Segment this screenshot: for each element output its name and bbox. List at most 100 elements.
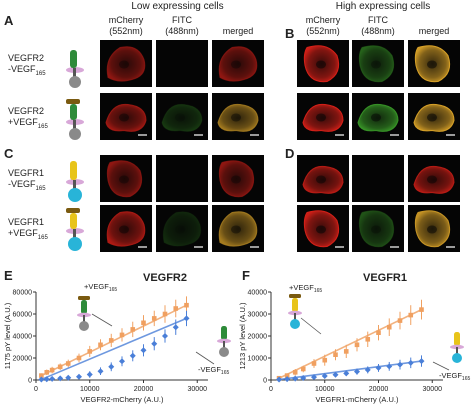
micrograph-4-mcherry	[100, 155, 152, 202]
header-mcherry-name: mCherry	[108, 15, 144, 25]
y-axis-label: 1175 pY level (A.U.)	[3, 302, 12, 369]
data-point	[292, 370, 298, 375]
data-point	[397, 318, 403, 323]
header-fitc-high: FITC (488nm)	[352, 15, 404, 37]
micrograph-7-mcherry	[297, 205, 349, 252]
row-label-vegfr2-plus: VEGFR2 +VEGF165	[8, 106, 48, 133]
plus-series-subscript: 165	[109, 287, 118, 293]
vegfr2-ligand-receptor-icon	[77, 296, 91, 331]
x-axis-label: VEGFR2-mCherry (A.U.)	[81, 395, 164, 404]
microscopy-grid	[100, 40, 460, 252]
vegfr1-ligand-receptor-icon	[66, 208, 84, 251]
row-label-condition: +VEGF	[8, 228, 38, 238]
panel-label-a: A	[4, 13, 14, 28]
x-axis-label: VEGFR1-mCherry (A.U.)	[316, 395, 399, 404]
data-point	[300, 366, 306, 372]
data-point	[343, 349, 349, 354]
data-point	[57, 375, 64, 382]
micrograph-1-merged	[212, 93, 264, 140]
data-point	[173, 306, 179, 311]
micrograph-6-mcherry	[297, 155, 349, 202]
data-point	[76, 355, 82, 361]
micrograph-5-mcherry	[100, 205, 152, 252]
data-point	[276, 376, 283, 383]
header-merged-high: merged	[418, 26, 450, 36]
plus-series-subscript: 165	[314, 288, 323, 294]
micrograph-2-merged	[408, 40, 460, 87]
data-point	[354, 342, 360, 348]
data-point	[49, 367, 55, 373]
minus-series-label: -VEGF165	[198, 365, 229, 376]
data-point	[108, 338, 114, 343]
pointer-line	[300, 317, 322, 335]
panel-label-b: B	[285, 26, 295, 41]
data-point	[364, 366, 371, 373]
micrograph-0-fitc	[156, 40, 208, 87]
micrograph-0-merged	[212, 40, 264, 87]
row-label-receptor: VEGFR2	[8, 106, 45, 116]
header-mcherry-wavelength: (552nm)	[306, 26, 340, 36]
micrograph-4-merged	[212, 155, 264, 202]
header-mcherry-low: mCherry (552nm)	[100, 15, 152, 37]
micrograph-6-merged	[408, 155, 460, 202]
row-label-subscript: 165	[35, 185, 46, 192]
data-point	[386, 324, 392, 330]
row-label-receptor: VEGFR1	[8, 168, 45, 178]
data-point	[322, 357, 328, 363]
header-fitc-wavelength: (488nm)	[361, 26, 395, 36]
header-fitc-name: FITC	[172, 15, 192, 25]
row-label-subscript: 165	[37, 234, 48, 241]
vegfr2-receptor-icon	[66, 50, 84, 88]
data-point	[162, 333, 168, 339]
data-point	[98, 342, 103, 348]
section-title-low: Low expressing cells	[131, 1, 224, 12]
micrograph-7-merged	[408, 205, 460, 252]
data-point	[292, 375, 299, 382]
header-fitc-name: FITC	[368, 15, 388, 25]
data-point	[419, 307, 424, 312]
micrograph-1-mcherry	[100, 93, 152, 140]
data-point	[418, 358, 425, 365]
row-label-condition: -VEGF	[8, 179, 36, 189]
data-point	[386, 363, 393, 370]
data-point	[332, 371, 339, 378]
y-tick-label: 30000	[248, 312, 268, 319]
header-fitc-wavelength: (488nm)	[165, 26, 199, 36]
data-point	[311, 361, 317, 366]
header-mcherry-name: mCherry	[305, 15, 341, 25]
vegfr1-ligand-receptor-icon	[288, 294, 302, 329]
micrograph-1-fitc	[156, 93, 208, 140]
chart-e: 0 10000 20000 30000 0 20000 40000 60000 80000 VEG…	[3, 282, 231, 404]
data-point	[49, 375, 56, 382]
header-fitc-low: FITC (488nm)	[156, 15, 208, 37]
y-tick-label: 40000	[248, 290, 268, 297]
data-point	[44, 370, 50, 375]
row-label-condition: +VEGF	[8, 117, 38, 127]
x-tick-label: 0	[34, 386, 38, 393]
y-tick-label: 10000	[248, 356, 268, 363]
vegfr2-receptor-icon	[217, 326, 231, 357]
x-tick-label: 0	[269, 386, 273, 393]
data-point	[376, 330, 381, 335]
y-tick-label: 60000	[13, 312, 33, 319]
header-mcherry-wavelength: (552nm)	[109, 26, 143, 36]
data-point	[162, 311, 168, 317]
pointer-line	[91, 313, 113, 327]
trend-line	[41, 304, 187, 377]
micrograph-5-fitc	[156, 205, 208, 252]
chart-e-title: VEGFR2	[142, 272, 187, 284]
y-tick-label: 40000	[13, 334, 33, 341]
panel-label-d: D	[285, 146, 295, 161]
header-merged-low: merged	[222, 26, 254, 36]
panel-label-e: E	[4, 268, 13, 283]
micrograph-2-mcherry	[297, 40, 349, 87]
minus-series-subscript: 165	[462, 376, 471, 382]
data-point	[43, 376, 50, 383]
row-label-condition: -VEGF	[8, 64, 36, 74]
data-point	[300, 375, 307, 382]
data-point	[57, 364, 63, 370]
row-label-vegfr1-minus: VEGFR1 -VEGF165	[8, 168, 46, 195]
x-tick-label: 20000	[134, 386, 154, 393]
x-tick-label: 10000	[315, 386, 335, 393]
